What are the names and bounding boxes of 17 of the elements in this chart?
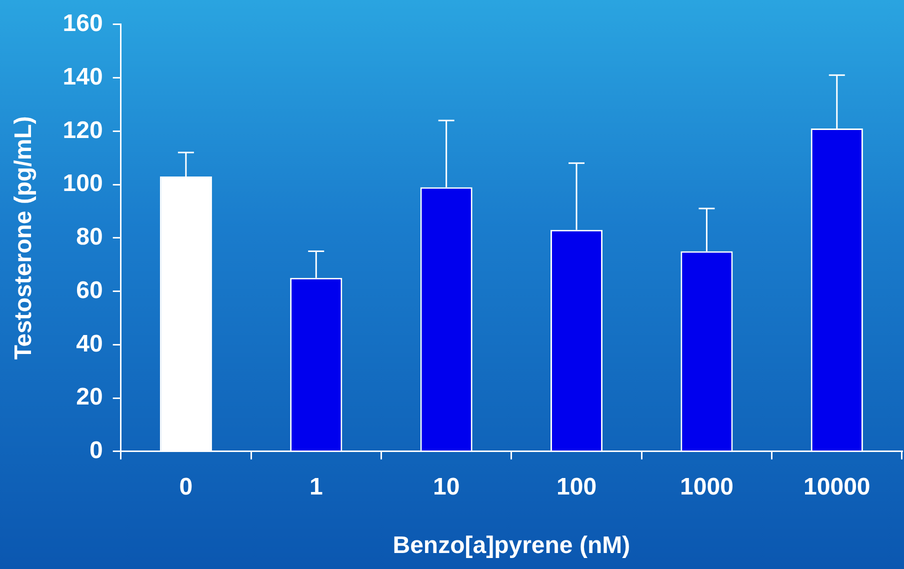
y-tick-label: 60	[76, 276, 103, 304]
x-tick-label: 10	[432, 473, 460, 500]
y-tick-label: 20	[76, 384, 103, 411]
x-tick-label: 100	[556, 473, 597, 500]
x-tick-label: 1000	[680, 473, 734, 500]
x-tick-label: 10000	[804, 473, 870, 500]
x-tick-label: 1	[309, 473, 323, 500]
y-tick-label: 160	[62, 10, 103, 38]
y-tick-label: 40	[76, 330, 103, 358]
y-tick-label: 0	[89, 437, 103, 464]
x-axis-title: Benzo[a]pyrene (nM)	[392, 532, 630, 560]
y-tick-label: 80	[76, 224, 103, 251]
y-axis-title: Testosterone (pg/mL)	[10, 116, 38, 360]
y-tick-label: 140	[62, 63, 103, 90]
y-tick-label: 120	[62, 116, 103, 144]
x-tick-label: 0	[179, 473, 193, 500]
y-tick-label: 100	[62, 170, 103, 198]
